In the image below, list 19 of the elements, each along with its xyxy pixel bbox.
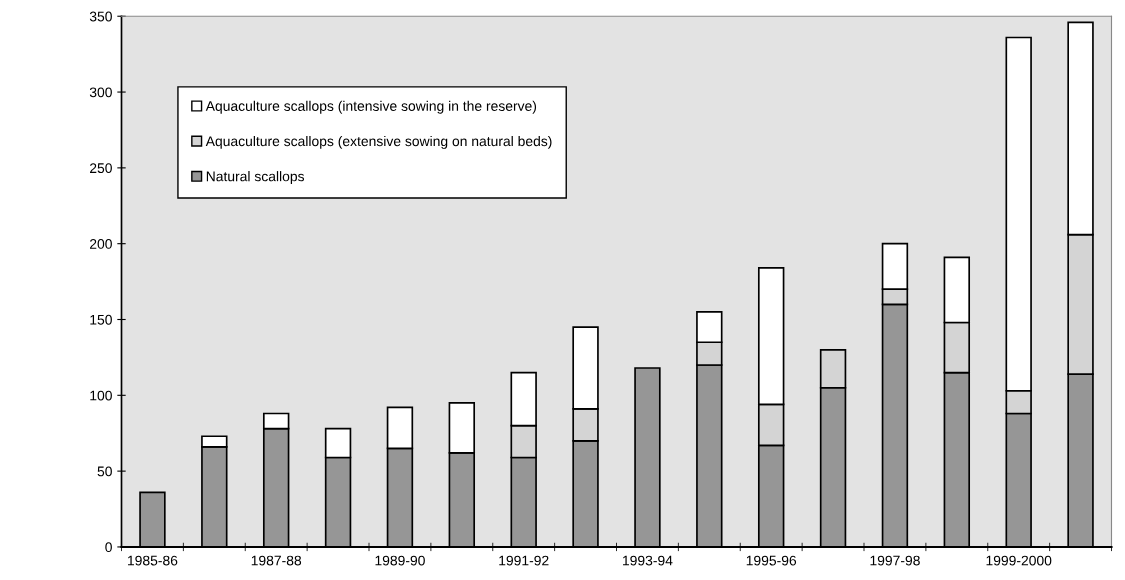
y-tick-label: 300 xyxy=(89,87,112,98)
y-tick-label: 100 xyxy=(90,390,112,401)
y-tick-label: 150 xyxy=(90,314,112,325)
x-tick-label: 1995-96 xyxy=(746,555,797,566)
y-tick-label: 200 xyxy=(90,239,112,249)
x-tick-label: 1997-98 xyxy=(870,555,920,566)
x-tick-label: 1991-92 xyxy=(499,555,549,566)
x-tick-label: 1987-88 xyxy=(251,555,302,566)
legend-label: Aquaculture scallops (extensive sowing on natural beds) xyxy=(205,135,552,149)
y-tick-label: 50 xyxy=(97,466,112,477)
x-tick-label: 1993-94 xyxy=(623,555,673,566)
legend-label: Natural scallops xyxy=(206,171,305,185)
y-tick-label: 0 xyxy=(105,542,112,553)
y-tick-label: 350 xyxy=(89,11,112,22)
legend-label: Aquaculture scallops (intensive sowing in the reserve) xyxy=(205,100,537,114)
x-tick-label: 1999-2000 xyxy=(986,555,1052,566)
y-tick-label: 250 xyxy=(90,163,112,174)
x-tick-label: 1989-90 xyxy=(375,555,425,566)
x-tick-label: 1985-86 xyxy=(128,555,178,566)
